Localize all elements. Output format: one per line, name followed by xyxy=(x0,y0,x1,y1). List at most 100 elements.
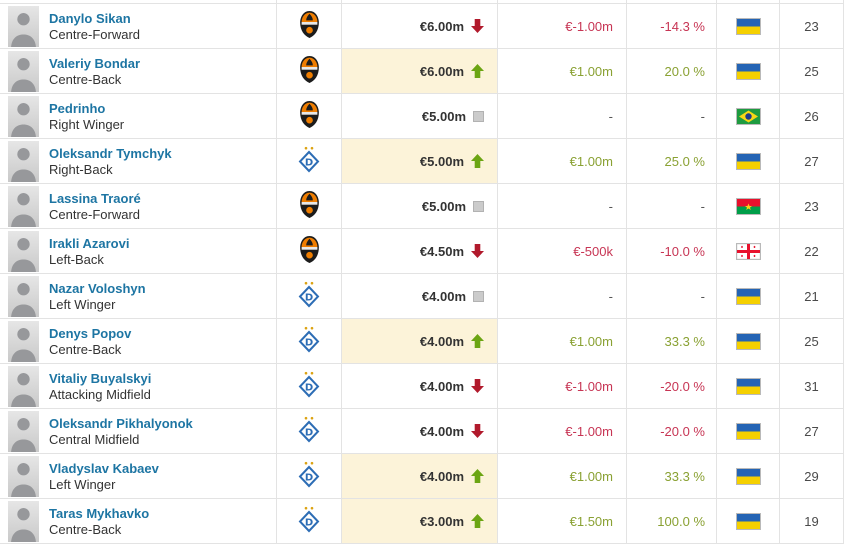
ukraine-flag-icon xyxy=(736,513,760,529)
player-name-link[interactable]: Vitaliy Buyalskyi xyxy=(49,370,152,386)
player-meta: Oleksandr Tymchyk Right-Back xyxy=(49,147,172,176)
table-row: Vladyslav Kabaev Left Winger D €4.00m €1.00m… xyxy=(0,454,844,499)
market-value: €5.00m xyxy=(421,198,466,214)
player-cell: Pedrinho Right Winger xyxy=(0,94,276,138)
player-silhouette-icon xyxy=(11,327,36,362)
player-name-link[interactable]: Oleksandr Tymchyk xyxy=(49,145,172,161)
value-change-cell: €1.00m xyxy=(497,139,626,183)
nationality-cell xyxy=(716,94,779,138)
player-name-link[interactable]: Irakli Azarovi xyxy=(49,235,130,251)
nationality-cell xyxy=(716,319,779,363)
player-position: Attacking Midfield xyxy=(49,386,151,402)
player-position: Right Winger xyxy=(49,116,125,132)
percent-change: 20.0 % xyxy=(664,63,705,79)
market-value: €4.00m xyxy=(419,423,464,439)
value-change: €1.00m xyxy=(569,468,613,484)
value-change-cell: €1.00m xyxy=(497,454,626,498)
nationality-cell xyxy=(716,4,779,48)
player-photo[interactable] xyxy=(8,185,39,227)
player-cell: Valeriy Bondar Centre-Back xyxy=(0,49,276,93)
player-name-link[interactable]: Denys Popov xyxy=(49,325,132,341)
value-change: €-1.00m xyxy=(565,378,613,394)
player-photo[interactable] xyxy=(8,50,39,92)
value-change: - xyxy=(608,288,613,304)
trend-down-icon xyxy=(471,379,484,393)
player-name-link[interactable]: Valeriy Bondar xyxy=(49,55,141,71)
percent-change-cell: 25.0 % xyxy=(626,139,716,183)
player-name-link[interactable]: Danylo Sikan xyxy=(49,10,131,26)
player-silhouette-icon xyxy=(11,507,36,542)
value-change: €-1.00m xyxy=(565,18,613,34)
trend-up-icon xyxy=(471,514,484,528)
player-name-link[interactable]: Oleksandr Pikhalyonok xyxy=(49,415,193,431)
shakhtar-donetsk-crest-icon[interactable] xyxy=(299,11,320,41)
player-silhouette-icon xyxy=(11,12,36,47)
player-photo[interactable] xyxy=(8,140,39,182)
percent-change: -20.0 % xyxy=(660,378,705,394)
trend-neutral-icon xyxy=(473,110,484,122)
player-name-link[interactable]: Vladyslav Kabaev xyxy=(49,460,159,476)
player-photo[interactable] xyxy=(8,410,39,452)
player-meta: Irakli Azarovi Left-Back xyxy=(49,237,129,266)
player-silhouette-icon xyxy=(11,462,36,497)
market-value-cell: €6.00m xyxy=(341,4,497,48)
value-change: €-500k xyxy=(573,243,613,259)
player-name-link[interactable]: Nazar Voloshyn xyxy=(49,280,146,296)
market-value-cell: €4.00m xyxy=(341,454,497,498)
dynamo-kyiv-crest-icon[interactable]: D xyxy=(298,146,320,176)
market-value: €6.00m xyxy=(419,18,464,34)
player-photo[interactable] xyxy=(8,230,39,272)
player-position: Centre-Forward xyxy=(49,26,141,42)
player-photo[interactable] xyxy=(8,95,39,137)
market-value-cell: €6.00m xyxy=(341,49,497,93)
player-position: Left Winger xyxy=(49,476,116,492)
table-row: Pedrinho Right Winger €5.00m - - 26 xyxy=(0,94,844,139)
dynamo-kyiv-crest-icon[interactable]: D xyxy=(298,461,320,491)
percent-change: -14.3 % xyxy=(660,18,705,34)
player-photo[interactable] xyxy=(8,5,39,47)
player-silhouette-icon xyxy=(11,282,36,317)
player-photo[interactable] xyxy=(8,320,39,362)
nationality-cell xyxy=(716,229,779,273)
player-name-link[interactable]: Taras Mykhavko xyxy=(49,505,150,521)
market-value: €4.00m xyxy=(419,378,464,394)
market-value-cell: €4.00m xyxy=(341,364,497,408)
percent-change: - xyxy=(700,108,705,124)
dynamo-kyiv-crest-icon[interactable]: D xyxy=(298,506,320,536)
shakhtar-donetsk-crest-icon[interactable] xyxy=(299,56,320,86)
percent-change-cell: - xyxy=(626,184,716,228)
ukraine-flag-icon xyxy=(736,333,760,349)
player-silhouette-icon xyxy=(11,102,36,137)
player-position: Centre-Back xyxy=(49,341,122,357)
nationality-cell xyxy=(716,409,779,453)
trend-down-icon xyxy=(471,244,484,258)
percent-change-cell: - xyxy=(626,274,716,318)
dynamo-kyiv-crest-icon[interactable]: D xyxy=(298,416,320,446)
player-name-link[interactable]: Lassina Traoré xyxy=(49,190,141,206)
shakhtar-donetsk-crest-icon[interactable] xyxy=(299,236,320,266)
player-position: Centre-Back xyxy=(49,71,122,87)
player-photo[interactable] xyxy=(8,500,39,542)
percent-change-cell: -20.0 % xyxy=(626,409,716,453)
shakhtar-donetsk-crest-icon[interactable] xyxy=(299,101,320,131)
dynamo-kyiv-crest-icon[interactable]: D xyxy=(298,326,320,356)
player-photo[interactable] xyxy=(8,275,39,317)
player-photo[interactable] xyxy=(8,455,39,497)
player-meta: Oleksandr Pikhalyonok Central Midfield xyxy=(49,417,193,446)
age-value: 25 xyxy=(804,333,819,349)
dynamo-kyiv-crest-icon[interactable]: D xyxy=(298,281,320,311)
ukraine-flag-icon xyxy=(736,288,760,304)
player-photo[interactable] xyxy=(8,365,39,407)
value-change: - xyxy=(608,198,613,214)
value-change-cell: €1.50m xyxy=(497,499,626,543)
age-value: 25 xyxy=(804,63,819,79)
market-value: €5.00m xyxy=(419,153,464,169)
percent-change: 33.3 % xyxy=(664,333,705,349)
player-name-link[interactable]: Pedrinho xyxy=(49,100,106,116)
market-value: €6.00m xyxy=(419,63,464,79)
club-cell xyxy=(276,94,341,138)
shakhtar-donetsk-crest-icon[interactable] xyxy=(299,191,320,221)
dynamo-kyiv-crest-icon[interactable]: D xyxy=(298,371,320,401)
club-cell: D xyxy=(276,274,341,318)
